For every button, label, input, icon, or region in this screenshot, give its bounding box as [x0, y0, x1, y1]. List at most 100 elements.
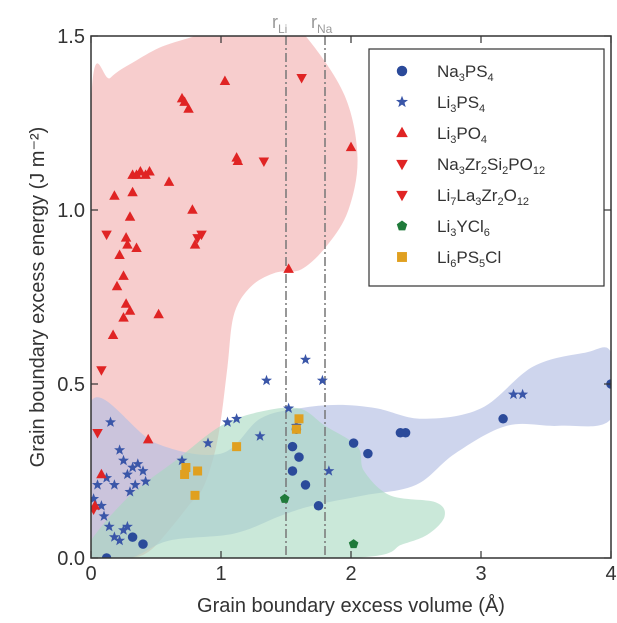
point-li3po4-18: [127, 186, 138, 197]
point-li6ps5cl-5: [294, 414, 304, 424]
y-axis-label: Grain boundary excess energy (J m⁻²): [27, 127, 49, 468]
x-axis-label: Grain boundary excess volume (Å): [197, 594, 505, 617]
point-li3po4-20: [153, 308, 164, 319]
ref-label-na: rNa: [311, 12, 333, 36]
point-li3ps4-18: [114, 534, 126, 546]
legend-box: [368, 48, 605, 287]
point-li3ps4-12: [137, 465, 149, 476]
point-li3ps4-14: [95, 500, 107, 511]
point-na3zr2si2po12-4: [196, 230, 207, 241]
point-na3ps4-4: [294, 452, 304, 462]
axis-ticks: 0 1 2 3 4 0.0 0.5 1.0 1.5: [57, 26, 616, 585]
point-li3ps4-29: [300, 353, 311, 365]
point-li6ps5cl-0: [180, 469, 190, 479]
point-na3zr2si2po12-2: [92, 429, 103, 439]
point-li3po4-31: [345, 141, 357, 152]
point-li3ps4-23: [222, 416, 233, 427]
point-na3ps4-7: [313, 501, 324, 511]
point-li3ps4-19: [118, 524, 129, 535]
point-li3ps4-22: [202, 437, 214, 448]
point-na3ps4-9: [348, 438, 359, 448]
point-na3ps4-12: [400, 427, 411, 438]
point-li6ps5cl-1: [181, 463, 191, 473]
point-li3po4-10: [124, 305, 136, 315]
y-tick-label: 1.5: [57, 26, 85, 48]
point-li3po4-4: [109, 190, 120, 200]
point-na3ps4-1: [138, 539, 148, 549]
point-li3ps4-20: [121, 520, 133, 532]
x-tick-label: 1: [215, 563, 226, 585]
point-na3ps4-6: [287, 466, 298, 476]
point-li3ps4-15: [98, 510, 110, 521]
point-li3ps4-0: [91, 493, 100, 504]
point-li3ycl6-1: [348, 539, 359, 549]
point-li3ps4-24: [231, 413, 243, 424]
point-li3ps4-10: [129, 479, 141, 490]
y-tick-label: 0.5: [57, 374, 85, 396]
legend-label-li3po4: Li3PO4: [437, 124, 487, 146]
legend-marker-na3zr2si2po12: [396, 159, 408, 171]
point-li3ps4-30: [316, 374, 328, 386]
x-tick-label: 4: [605, 563, 616, 585]
point-na3zr2si2po12-5: [258, 157, 270, 167]
legend-label-li3ps4: Li3PS4: [437, 93, 485, 115]
legend-marker-li3ycl6: [396, 220, 408, 231]
y-tick-label: 0.0: [57, 548, 85, 570]
point-li3ps4-13: [140, 475, 152, 487]
point-li3po4-19: [131, 242, 142, 252]
point-li3po4-2: [107, 329, 119, 339]
point-li3po4-12: [124, 211, 136, 221]
x-tick-label: 2: [345, 563, 356, 585]
point-li3po4-25: [187, 204, 198, 214]
legend-label-na3ps4: Na3PS4: [437, 62, 494, 84]
ref-label-li: rLi: [272, 12, 287, 36]
point-li3po4-7: [120, 232, 132, 242]
point-li3ycl6-0: [279, 493, 290, 503]
shaded-regions: [91, 36, 611, 558]
legend-label-li3ycl6: Li3YCl6: [437, 217, 490, 239]
point-li3ps4-1: [92, 479, 103, 490]
x-tick-label: 3: [475, 563, 486, 585]
legend-label-na3zr2si2po12: Na3Zr2Si2PO12: [437, 155, 545, 177]
legend-label-li6ps5cl: Li6PS5Cl: [437, 248, 501, 270]
point-li3ps4-2: [101, 472, 113, 483]
point-li3ps4-9: [127, 461, 139, 473]
region-2: [91, 407, 445, 558]
point-li6ps5cl-3: [193, 466, 203, 476]
point-li3ps4-6: [118, 454, 129, 466]
legend: Na3PS4 Li3PS4 Li3PO4 Na3Zr2Si2PO12 Li7La3Zr2…: [368, 48, 605, 287]
legend-marker-li6ps5cl: [397, 252, 407, 262]
point-na3zr2si2po12-0: [101, 230, 112, 241]
point-li3po4-29: [232, 155, 244, 165]
legend-marker-li3ps4: [396, 95, 408, 108]
point-li3po4-15: [135, 166, 146, 176]
point-li3po4-3: [111, 280, 123, 291]
point-li3po4-24: [183, 103, 194, 113]
y-tick-label: 1.0: [57, 200, 85, 222]
point-li3ps4-25: [261, 374, 272, 386]
point-li3ps4-17: [108, 531, 120, 542]
point-li3po4-30: [283, 263, 294, 273]
point-li6ps5cl-4: [232, 442, 242, 452]
point-li3ps4-3: [105, 416, 116, 427]
legend-label-li7la3zr2o12: Li7La3Zr2O12: [437, 186, 529, 208]
point-na3ps4-3: [287, 441, 298, 452]
point-na3zr2si2po12-1: [96, 366, 107, 376]
point-li3ps4-26: [254, 430, 266, 441]
point-li3ps4-8: [124, 486, 136, 497]
point-li3po4-11: [118, 312, 129, 322]
point-na3ps4-0: [127, 532, 138, 542]
point-li3po4-26: [189, 239, 201, 249]
legend-marker-li7la3zr2o12: [396, 190, 408, 202]
point-li3ps4-16: [103, 520, 115, 532]
point-li3po4-21: [163, 176, 175, 186]
point-li3ps4-11: [132, 458, 144, 469]
legend-marker-li3po4: [396, 126, 408, 138]
point-li3po4-6: [118, 270, 129, 280]
point-li3ps4-31: [323, 465, 335, 476]
point-li3po4-9: [120, 298, 132, 308]
point-li3ps4-7: [121, 468, 133, 480]
point-li3ps4-27: [283, 402, 295, 413]
point-li3po4-1: [96, 468, 107, 479]
